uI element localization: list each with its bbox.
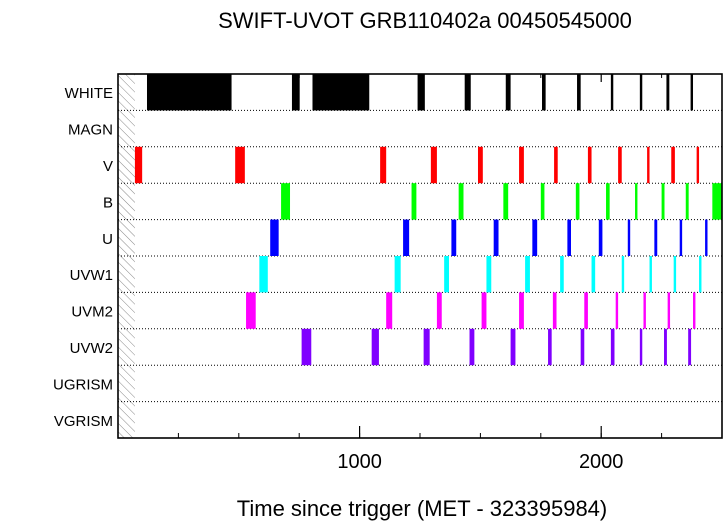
row-label-u: U [102,231,113,248]
exposure-bar-v [380,146,387,184]
exposure-bar-b [458,183,464,220]
row-label-uvm2: UVM2 [71,304,113,321]
exposure-bar-uvw1 [394,256,401,293]
exposure-bar-uvw2 [371,328,379,366]
exposure-bar-u [493,219,499,256]
exposure-bar-uvw1 [259,256,268,293]
exposure-bar-uvw1 [486,256,492,293]
exposure-bar-v [647,146,650,184]
exposure-bar-uvw1 [621,256,625,293]
exposure-bar-white [417,74,425,111]
exposure-bar-b [661,183,665,220]
exposure-bar-b [606,183,610,220]
exposure-bar-white [610,74,614,111]
exposure-bar-v [554,146,558,184]
exposure-bar-u [451,219,457,256]
exposure-bar-uvm2 [552,292,557,329]
x-tick-label: 1000 [337,451,382,473]
exposure-bar-uvw2 [548,328,552,366]
x-axis-label: Time since trigger (MET - 323395984) [237,496,608,521]
exposure-bar-v [134,146,143,184]
exposure-bar-uvm2 [436,292,442,329]
exposure-bar-uvw2 [423,328,430,366]
exposure-bar-v [696,146,700,184]
exposure-bar-b [635,183,638,220]
exposure-bar-u [705,219,708,256]
exposure-bar-b [540,183,545,220]
exposure-bar-u [679,219,683,256]
exposure-bar-v [235,146,245,184]
exposure-bar-u [627,219,631,256]
exposure-bar-b [503,183,509,220]
exposure-bar-uvm2 [519,292,524,329]
exposure-bar-u [270,219,279,256]
row-label-ugrism: UGRISM [53,376,113,393]
exposure-bar-u [598,219,603,256]
exposure-bar-uvm2 [246,292,256,329]
row-label-uvw2: UVW2 [70,340,113,357]
row-label-uvw1: UVW1 [70,267,113,284]
exposure-bar-uvw1 [444,256,449,293]
exposure-bar-v [618,146,622,184]
exposure-bar-uvw2 [664,328,667,366]
exposure-bar-white [146,74,232,111]
exposure-bar-uvm2 [643,292,646,329]
exposure-bar-b [411,183,417,220]
exposure-bar-v [519,146,524,184]
exposure-bar-uvm2 [584,292,588,329]
x-tick-label: 2000 [579,451,624,473]
exposure-bar-u [654,219,658,256]
exposure-bar-white [312,74,370,111]
exposure-bar-white [464,74,471,111]
exposure-bar-v [587,146,592,184]
exposure-bar-uvm2 [615,292,619,329]
row-label-vgrism: VGRISM [54,413,113,430]
exposure-bar-uvw2 [301,328,312,366]
exposure-bar-u [532,219,538,256]
exposure-bar-v [671,146,675,184]
exposure-bar-v [430,146,437,184]
exposure-bar-uvw1 [673,256,677,293]
exposure-bar-uvw2 [688,328,692,366]
row-label-v: V [103,158,113,175]
exposure-bar-uvw2 [639,328,643,366]
exposure-bar-b [712,183,722,220]
exposure-bar-uvw1 [525,256,530,293]
exposure-bar-white [542,74,546,111]
exposure-bar-white [690,74,694,111]
exposure-bar-uvw2 [510,328,516,366]
exposure-bar-b [575,183,580,220]
exposure-bar-uvw2 [580,328,585,366]
exposure-bar-white [291,74,300,111]
exposure-bar-white [577,74,581,111]
exposure-bar-uvw1 [591,256,596,293]
exposure-bar-uvw1 [699,256,702,293]
exposure-bar-white [666,74,670,111]
chart-title: SWIFT-UVOT GRB110402a 00450545000 [218,8,632,33]
exposure-bar-uvw1 [560,256,564,293]
row-label-b: B [103,194,113,211]
exposure-bar-white [639,74,643,111]
exposure-bar-uvm2 [667,292,671,329]
exposure-bar-v [477,146,483,184]
exposure-bar-b [685,183,689,220]
exposure-bar-u [567,219,571,256]
exposure-bar-white [505,74,511,111]
exposure-bar-u [403,219,410,256]
exposure-bar-uvm2 [693,292,696,329]
hatched-region [118,74,135,438]
exposure-bar-uvm2 [386,292,393,329]
exposure-bar-b [281,183,291,220]
exposure-bar-uvw1 [649,256,652,293]
row-label-white: WHITE [65,85,113,102]
exposure-bar-uvm2 [481,292,487,329]
row-label-magn: MAGN [68,122,113,139]
plot-frame [117,73,723,439]
exposure-bar-uvw2 [610,328,615,366]
plot-area: WHITE MAGN V B U UVW1 UVM2 UVW2 UGRISM VGRISM 1000… [53,73,723,473]
exposure-bar-uvw2 [469,328,475,366]
